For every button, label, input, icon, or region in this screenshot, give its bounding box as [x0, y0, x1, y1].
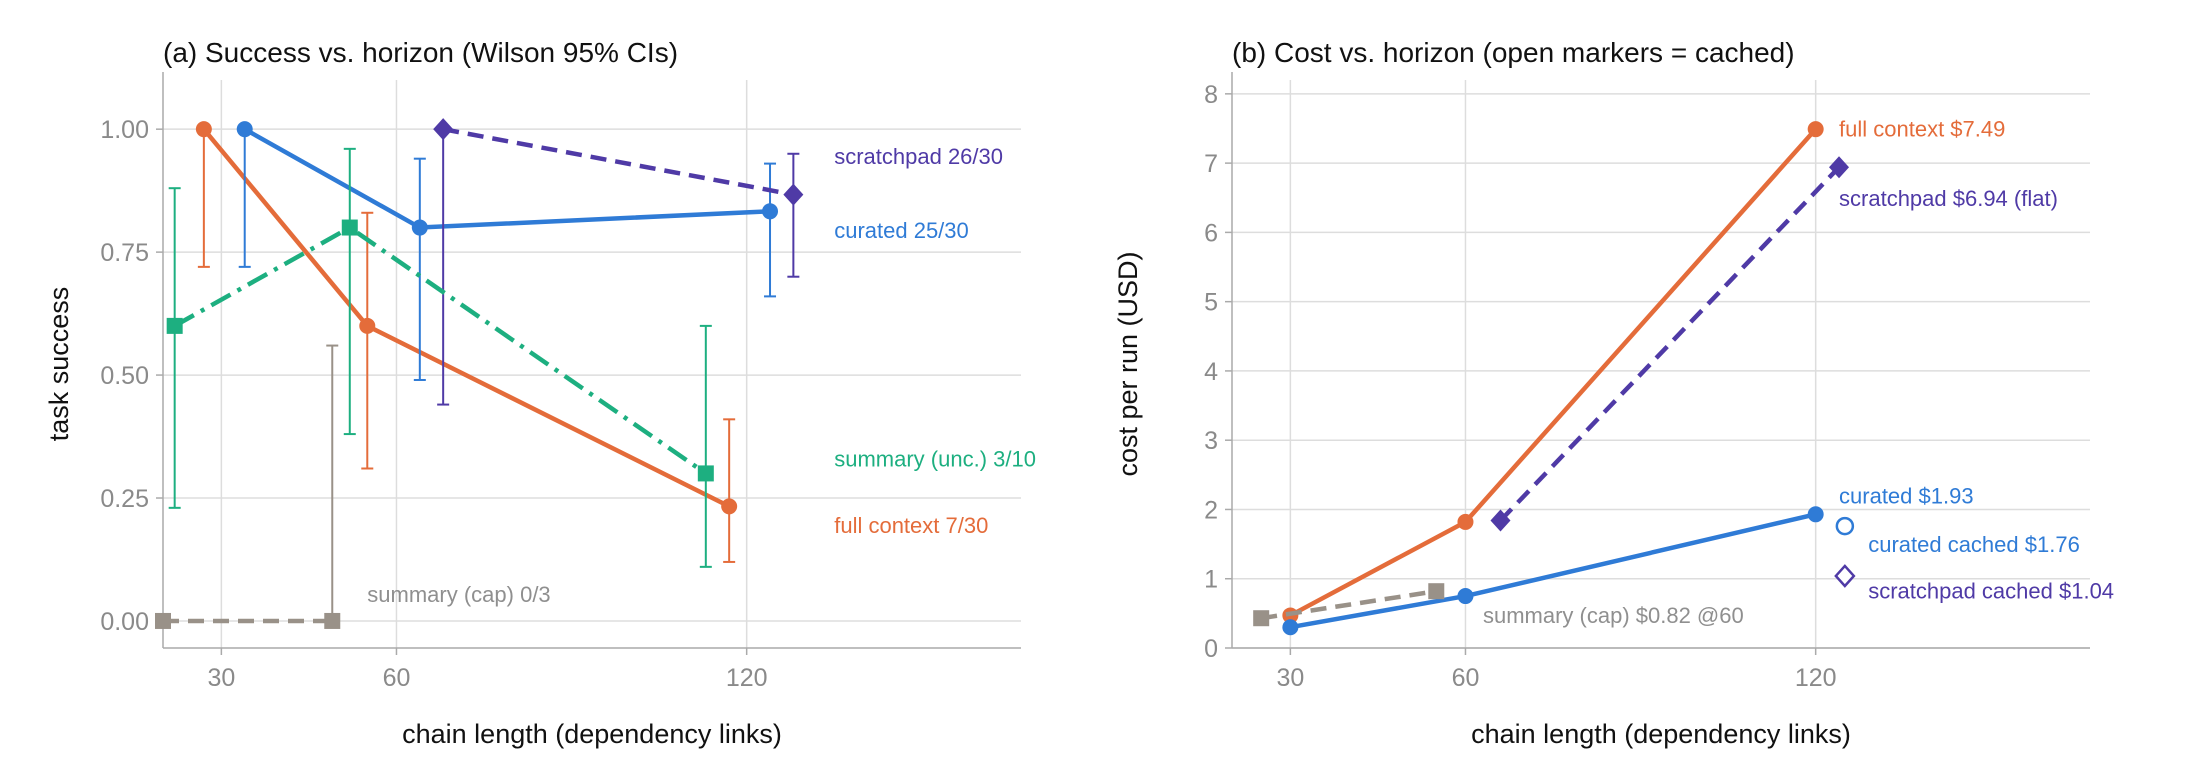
x-tick-label: 30	[1276, 664, 1304, 692]
series-full-context	[1282, 121, 1824, 624]
data-point	[1490, 509, 1511, 532]
panel-success-vs-horizon: 30 60 120 0.00 0.25 0.50 0.75 1.00 (a) Success v…	[44, 37, 1036, 749]
y-axis-title: cost per run (USD)	[1113, 251, 1143, 476]
data-point	[411, 219, 428, 236]
series-curated	[1282, 506, 1824, 636]
x-tick-label: 120	[726, 664, 768, 692]
data-point	[195, 121, 212, 138]
data-point-cached	[1834, 564, 1856, 588]
data-point	[783, 183, 804, 206]
y-tick-label: 7	[1204, 150, 1218, 178]
series-curated-cached	[1835, 516, 1855, 536]
y-tick-label: 1	[1204, 566, 1218, 594]
series-line	[442, 126, 794, 197]
data-point	[697, 465, 714, 482]
series-annotation: summary (cap) 0/3	[367, 582, 550, 607]
series-scratchpad	[1490, 156, 1850, 532]
series-annotation: curated $1.93	[1839, 484, 1974, 509]
series-annotation: scratchpad 26/30	[834, 144, 1003, 169]
data-point	[721, 498, 738, 515]
y-tick-label: 0	[1204, 635, 1218, 663]
x-tick-label: 60	[1452, 664, 1480, 692]
data-point	[1457, 588, 1474, 605]
series-summary-cap-	[1253, 583, 1445, 627]
data-point	[1829, 156, 1850, 179]
data-point-cached	[1835, 516, 1855, 536]
series-line	[243, 127, 771, 230]
data-point	[236, 121, 253, 138]
data-point	[341, 219, 358, 236]
data-point	[1282, 619, 1299, 636]
series-line	[1289, 127, 1818, 618]
series-full-context	[195, 121, 738, 563]
series-line	[173, 224, 708, 476]
chart-title: (b) Cost vs. horizon (open markers = cac…	[1232, 37, 1795, 68]
data-point	[166, 317, 183, 334]
data-point	[359, 317, 376, 334]
x-tick-label: 30	[207, 664, 235, 692]
y-tick-label: 0.00	[100, 608, 149, 636]
series-annotation: full context 7/30	[834, 513, 988, 538]
data-point	[762, 203, 779, 220]
y-tick-label: 6	[1204, 219, 1218, 247]
y-tick-label: 4	[1204, 358, 1218, 386]
series-annotation: scratchpad $6.94 (flat)	[1839, 186, 2058, 211]
y-tick-label: 3	[1204, 427, 1218, 455]
x-axis-title: chain length (dependency links)	[402, 719, 782, 749]
y-tick-label: 1.00	[100, 116, 149, 144]
series-line	[1498, 165, 1841, 523]
series-annotation: full context $7.49	[1839, 116, 2005, 141]
series-scratchpad	[433, 118, 804, 406]
x-tick-label: 60	[383, 664, 411, 692]
data-point	[1428, 583, 1445, 600]
series-annotation: scratchpad cached $1.04	[1868, 579, 2114, 604]
series-annotation: curated 25/30	[834, 218, 969, 243]
series-summary-unc-	[166, 147, 714, 568]
y-tick-label: 0.75	[100, 239, 149, 267]
data-point	[433, 118, 454, 141]
series-annotation: summary (cap) $0.82 @60	[1483, 603, 1744, 628]
chart-title: (a) Success vs. horizon (Wilson 95% CIs)	[163, 37, 678, 68]
y-axis-title: task success	[44, 287, 74, 442]
x-axis-title: chain length (dependency links)	[1471, 719, 1851, 749]
y-tick-label: 0.25	[100, 485, 149, 513]
series-line	[202, 127, 731, 509]
panel-cost-vs-horizon: 30 60 120 0 1 2 3 4 5 6 7 8 (b) Cost vs. horizon (op…	[1113, 37, 2114, 749]
y-tick-label: 0.50	[100, 362, 149, 390]
series-annotation: summary (unc.) 3/10	[834, 447, 1036, 472]
series-curated	[236, 121, 779, 381]
series-summary-cap-	[155, 344, 341, 629]
data-point	[1807, 506, 1824, 523]
y-tick-label: 8	[1204, 81, 1218, 109]
series-scratchpad-cached	[1834, 564, 1856, 588]
y-tick-label: 5	[1204, 289, 1218, 317]
series-annotation: curated cached $1.76	[1868, 532, 2080, 557]
data-point	[1457, 513, 1474, 530]
data-point	[1253, 610, 1270, 627]
data-point	[155, 612, 171, 629]
x-tick-label: 120	[1795, 664, 1837, 692]
y-tick-label: 2	[1204, 496, 1218, 524]
series-line	[1260, 588, 1437, 621]
data-point	[1807, 121, 1824, 138]
data-point	[324, 612, 341, 629]
